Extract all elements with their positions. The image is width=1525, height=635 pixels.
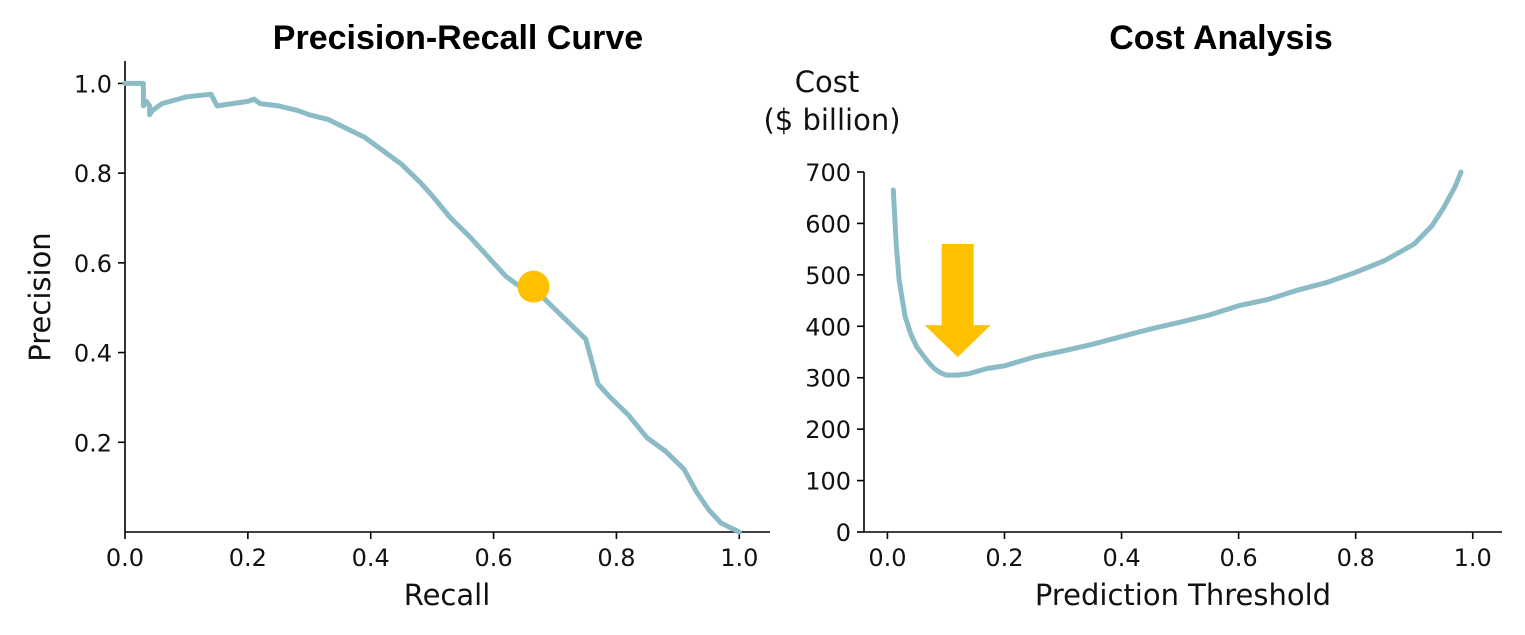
precision-recall-line <box>122 80 742 535</box>
y-tick-label: 200 <box>805 416 851 444</box>
y-tick-label: 500 <box>805 262 851 290</box>
x-tick-label: 0.4 <box>1102 544 1140 572</box>
x-tick-label: 0.4 <box>352 544 390 572</box>
x-ticks: 0.0 0.2 0.4 0.6 0.8 1.0 <box>106 532 758 572</box>
y-tick-label: 400 <box>805 313 851 341</box>
y-ticks: 0.2 0.4 0.6 0.8 1.0 <box>74 70 125 457</box>
x-axis-label: Recall <box>404 578 491 612</box>
y-tick-label: 0.8 <box>74 160 112 188</box>
x-tick-label: 1.0 <box>1454 544 1492 572</box>
y-tick-label: 0.6 <box>74 250 112 278</box>
selected-threshold-point <box>517 270 550 303</box>
y-tick-label: 700 <box>805 159 851 187</box>
chart-title: Cost Analysis <box>1109 19 1333 57</box>
chart-title: Precision-Recall Curve <box>273 19 643 57</box>
x-tick-label: 0.6 <box>1220 544 1258 572</box>
x-tick-label: 0.0 <box>106 544 144 572</box>
x-tick-label: 0.2 <box>985 544 1023 572</box>
x-tick-label: 0.8 <box>1337 544 1375 572</box>
y-tick-label: 0 <box>836 519 851 547</box>
x-tick-label: 0.2 <box>229 544 267 572</box>
y-ticks: 0 100 200 300 400 500 600 700 <box>805 159 864 547</box>
y-tick-label: 100 <box>805 468 851 496</box>
x-ticks: 0.0 0.2 0.4 0.6 0.8 1.0 <box>868 532 1492 572</box>
x-tick-label: 0.0 <box>868 544 906 572</box>
x-tick-label: 0.6 <box>474 544 512 572</box>
y-tick-label: 0.2 <box>74 429 112 457</box>
y-tick-label: 1.0 <box>74 70 112 98</box>
y-axis-label-line-1: Cost <box>795 65 859 99</box>
x-tick-label: 1.0 <box>720 544 758 572</box>
y-tick-label: 0.4 <box>74 340 112 368</box>
cost-analysis-chart: Cost Analysis 0.0 0.2 0.4 0.6 0.8 1.0 0 100 200… <box>763 19 1502 612</box>
y-tick-label: 300 <box>805 365 851 393</box>
cost-line <box>890 169 1464 378</box>
y-tick-label: 600 <box>805 210 851 238</box>
y-axis-label-line-2: ($ billion) <box>763 103 900 137</box>
precision-recall-chart: Precision-Recall Curve 0.0 0.2 0.4 0.6 0.8 1.… <box>23 19 770 612</box>
y-axis-label: Precision <box>23 232 57 361</box>
x-tick-label: 0.8 <box>597 544 635 572</box>
optimum-arrow-icon <box>924 244 991 358</box>
x-axis-label: Prediction Threshold <box>1035 578 1331 612</box>
